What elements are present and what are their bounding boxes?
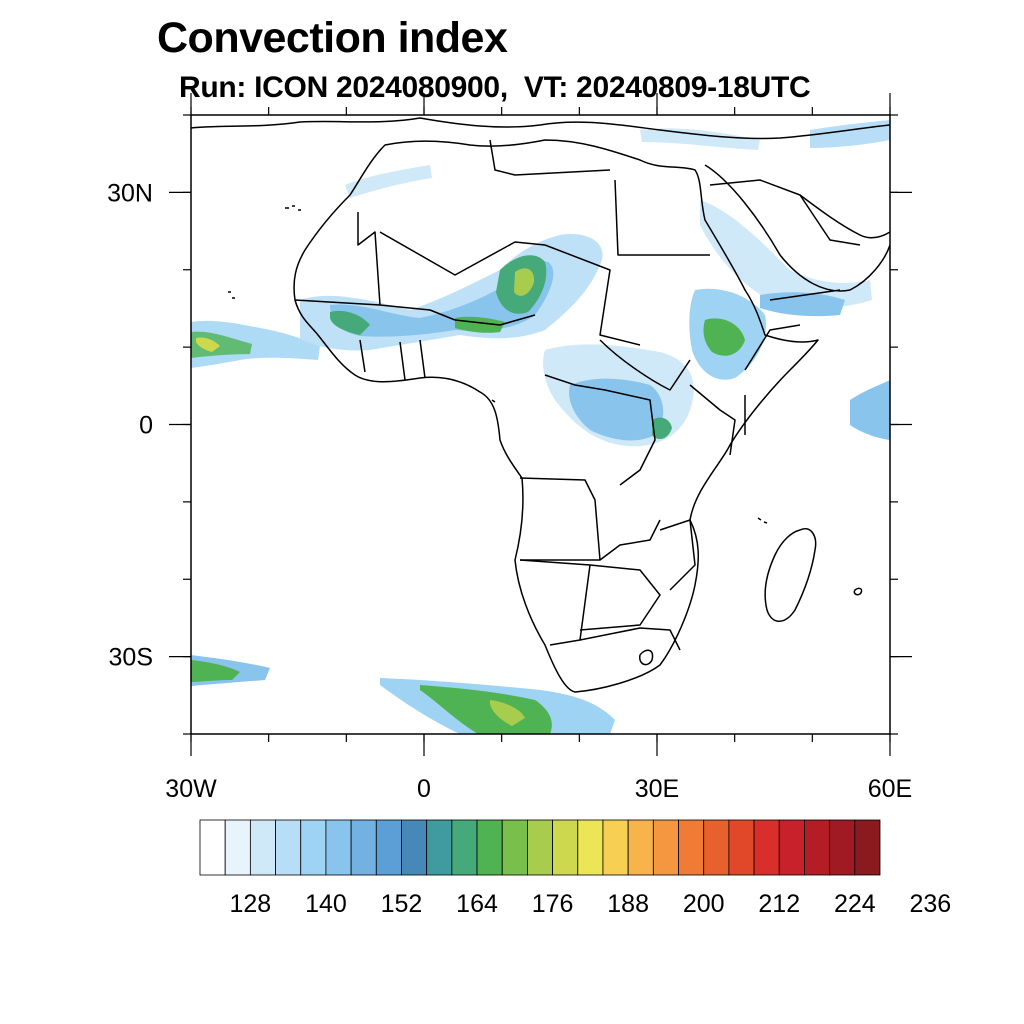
- colorbar-swatch: [476, 819, 503, 876]
- colorbar-swatch: [527, 819, 553, 876]
- europe-coastline: [191, 117, 890, 140]
- colorbar-swatch: [854, 819, 881, 876]
- colorbar-label: 212: [758, 890, 800, 918]
- border-drc: [544, 374, 656, 486]
- axis-ticks: [169, 93, 912, 756]
- colorbar-swatch: [678, 819, 705, 876]
- y-tick-label: 0: [139, 412, 153, 440]
- border-west-africa: [294, 299, 456, 321]
- mascarene-islands: [853, 587, 863, 596]
- arabia-coastline: [704, 164, 890, 292]
- colorbar-swatch: [426, 819, 453, 876]
- colorbar: [199, 819, 881, 876]
- colorbar-labels: 128 140 152 164 176 188 200 212 224 236: [230, 890, 952, 918]
- border-namibia: [519, 559, 591, 646]
- colorbar-swatch: [577, 819, 604, 876]
- convection-area-south-atlantic-west-core: [191, 660, 240, 682]
- colorbar-swatch: [325, 819, 352, 876]
- convection-area-maghreb: [345, 165, 432, 198]
- chart-title: Convection index: [157, 14, 508, 62]
- colorbar-swatch: [829, 819, 856, 876]
- colorbar-swatch: [703, 819, 730, 876]
- convection-area-sahel-west-green: [330, 310, 370, 335]
- map-frame: [190, 114, 891, 735]
- border-east-africa: [689, 384, 736, 456]
- border-horn: [744, 324, 801, 435]
- cape-verde: [228, 291, 235, 299]
- colorbar-swatch: [728, 819, 755, 876]
- convection-area-sahel-core: [330, 261, 554, 337]
- comoros: [757, 517, 768, 524]
- convection-area-atlantic-itcz: [191, 320, 320, 368]
- colorbar-swatch: [804, 819, 831, 876]
- border-south-africa: [579, 627, 681, 651]
- persian-gulf-coastline: [799, 194, 890, 239]
- convection-area-south-atlantic-peak: [490, 700, 525, 726]
- colorbar-swatch: [401, 819, 428, 876]
- colorbar-swatch: [350, 819, 377, 876]
- convection-area-east-indian-ocean: [850, 380, 890, 440]
- convection-area-ethiopia-core: [703, 318, 745, 356]
- x-tick-label: 30E: [635, 775, 679, 803]
- colorbar-swatch: [501, 819, 528, 876]
- border-botswana: [579, 564, 661, 631]
- colorbar-swatch: [552, 819, 579, 876]
- colorbar-swatch: [249, 819, 276, 876]
- colorbar-swatch: [199, 819, 226, 876]
- colorbar-swatch: [300, 819, 327, 876]
- y-tick-label: 30N: [107, 179, 153, 207]
- border-sahara-1: [379, 231, 546, 276]
- colorbar-swatch: [224, 819, 251, 876]
- convection-area-lake-victoria: [652, 417, 672, 440]
- border-gulf-of-guinea: [359, 339, 426, 381]
- chart-subtitle: Run: ICON 2024080900, VT: 20240809-18UTC: [179, 71, 811, 104]
- coastlines-borders: [191, 117, 890, 693]
- colorbar-swatch: [778, 819, 805, 876]
- convection-area-mediterranean: [640, 128, 760, 150]
- colorbar-swatch: [652, 819, 679, 876]
- colorbar-swatch: [451, 819, 478, 876]
- africa-coastline: [293, 139, 819, 693]
- border-arabia: [709, 179, 861, 301]
- colorbar-swatch: [753, 819, 780, 876]
- border-sahara-2: [489, 139, 611, 176]
- colorbar-label: 164: [456, 890, 498, 918]
- colorbar-swatch: [602, 819, 629, 876]
- border-sudan-south: [599, 339, 691, 391]
- convection-area-arabia: [700, 200, 872, 309]
- colorbar-swatch: [275, 819, 302, 876]
- madagascar-coastline: [764, 528, 817, 622]
- canary-islands: [285, 205, 301, 211]
- colorbar-swatch: [627, 819, 654, 876]
- convection-area-sahel-yellow: [514, 268, 535, 296]
- border-libya-egypt: [614, 179, 710, 256]
- convection-area-atlantic-peak: [196, 337, 220, 352]
- colorbar-label: 200: [683, 890, 725, 918]
- border-chad-sudan: [544, 244, 641, 346]
- border-zambia: [599, 519, 661, 561]
- colorbar-label: 188: [607, 890, 649, 918]
- border-niger-nigeria: [454, 314, 536, 326]
- convection-field: [191, 120, 890, 734]
- border-lesotho: [639, 649, 654, 666]
- y-tick-label: 30S: [109, 644, 153, 672]
- border-mozambique: [659, 519, 696, 591]
- x-tick-label: 0: [417, 775, 431, 803]
- convection-area-sahel: [300, 234, 603, 351]
- x-tick-label: 60E: [868, 775, 912, 803]
- colorbar-swatch: [375, 819, 402, 876]
- axis-tick-labels: 30W 0 30E 60E 30N 0 30S: [107, 179, 912, 803]
- x-tick-label: 30W: [165, 775, 217, 803]
- border-north-africa: [357, 212, 381, 306]
- colorbar-label: 128: [230, 890, 272, 918]
- bioko-island: [491, 399, 496, 403]
- colorbar-label: 176: [532, 890, 574, 918]
- border-angola: [519, 477, 601, 561]
- colorbar-label: 224: [834, 890, 876, 918]
- colorbar-label: 236: [910, 890, 952, 918]
- colorbar-label: 152: [381, 890, 423, 918]
- colorbar-label: 140: [305, 890, 347, 918]
- convection-area-congo: [569, 378, 664, 441]
